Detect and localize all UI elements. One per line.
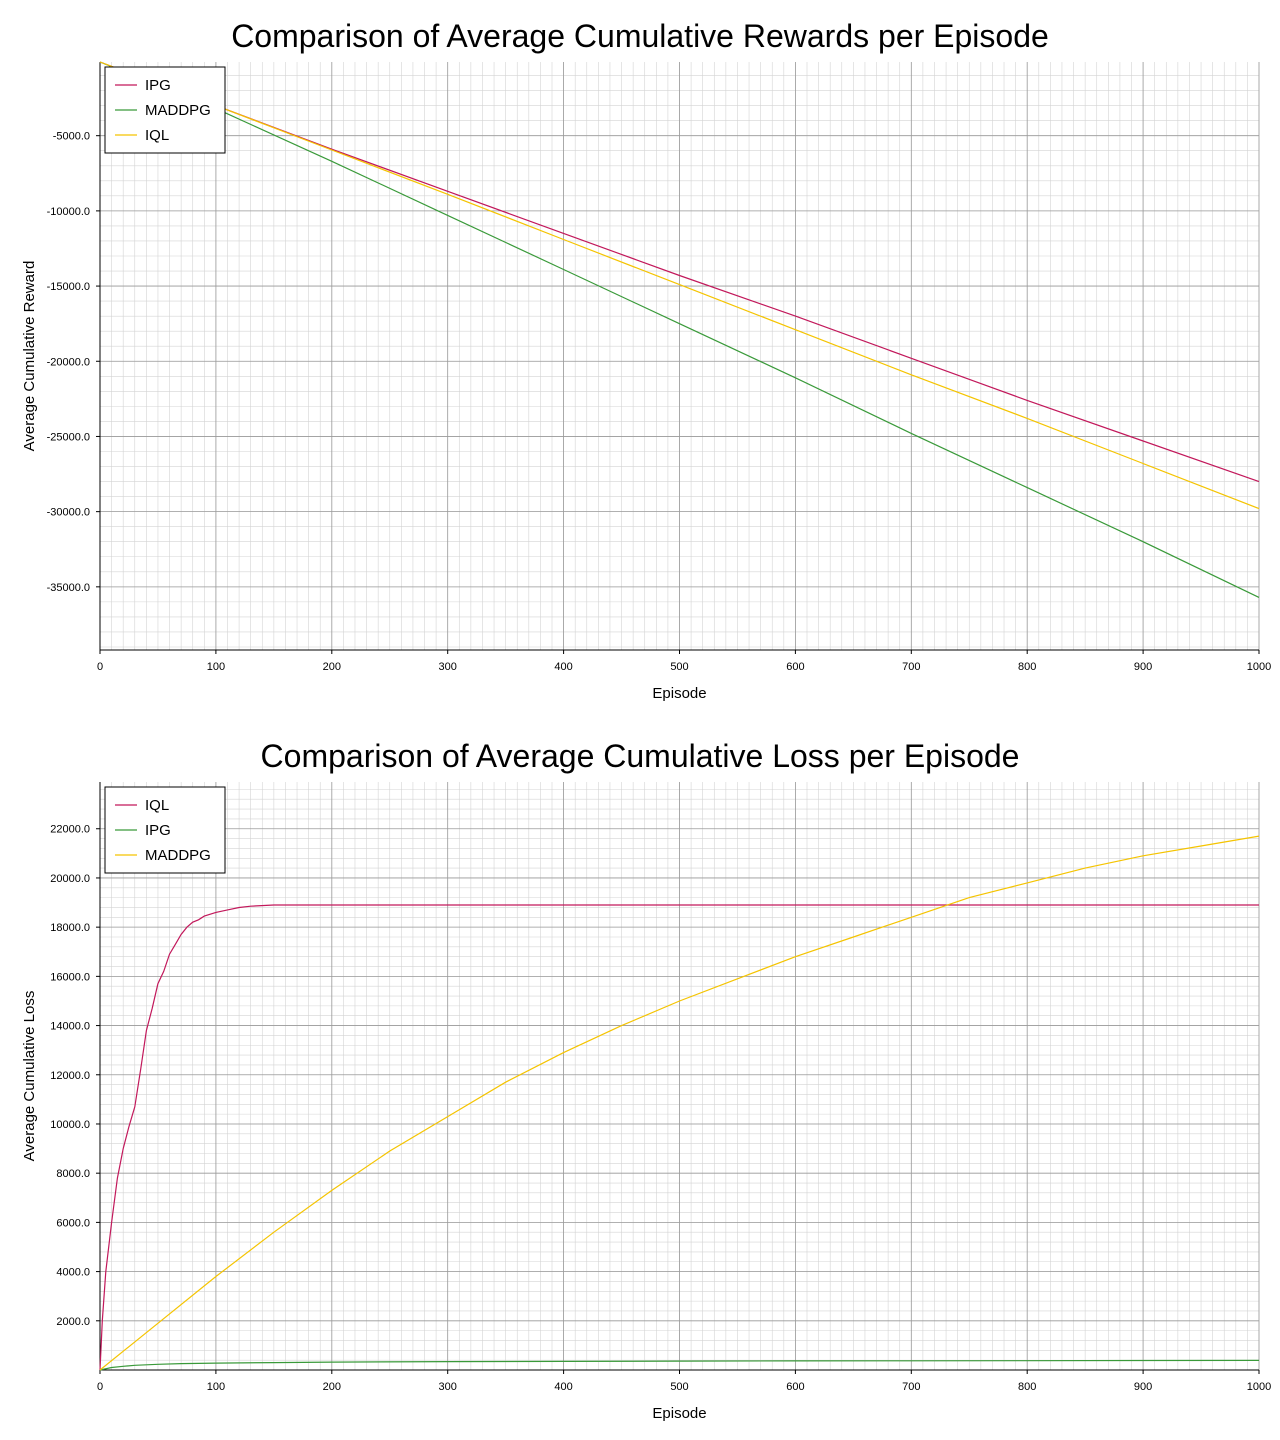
- series-line-iql: [99, 904, 1259, 1371]
- loss-legend: IQL IPG MADDPG: [104, 786, 226, 874]
- x-tick-label: 300: [439, 1381, 457, 1393]
- y-tick-label: 2000.0: [56, 1316, 90, 1328]
- rewards-chart: Comparison of Average Cumulative Rewards…: [21, 18, 1271, 702]
- y-tick-label: -30000.0: [47, 507, 90, 519]
- x-tick-label: 200: [323, 1381, 341, 1393]
- loss-y-axis-label: Average Cumulative Loss: [21, 991, 38, 1162]
- series-line-maddpg: [99, 61, 1260, 598]
- series-line-ipg: [99, 1359, 1260, 1371]
- x-tick-label: 600: [786, 661, 804, 673]
- y-tick-label: 14000.0: [50, 1021, 90, 1033]
- x-tick-label: 1000: [1247, 661, 1271, 673]
- x-tick-label: 400: [554, 1381, 572, 1393]
- y-tick-label: 6000.0: [56, 1217, 90, 1229]
- x-tick-label: 1000: [1247, 1381, 1271, 1393]
- x-tick-label: 500: [670, 661, 688, 673]
- rewards-y-axis-label: Average Cumulative Reward: [21, 261, 38, 452]
- y-tick-label: 18000.0: [50, 922, 90, 934]
- x-tick-label: 100: [207, 1381, 225, 1393]
- y-tick-label: 12000.0: [50, 1070, 90, 1082]
- loss-chart-title: Comparison of Average Cumulative Loss pe…: [260, 738, 1020, 774]
- loss-plot-svg: 0 100 200 300 400 500 600 700 800 900 1000 2000.0 40…: [21, 782, 1271, 1422]
- loss-x-axis-label: Episode: [652, 1405, 706, 1422]
- y-tick-label: -35000.0: [47, 582, 90, 594]
- legend-label-iql: IQL: [145, 797, 169, 814]
- loss-chart: Comparison of Average Cumulative Loss pe…: [0, 720, 1280, 1440]
- x-tick-label: 400: [554, 661, 572, 673]
- y-tick-label: -15000.0: [47, 281, 90, 293]
- y-tick-label: -5000.0: [53, 131, 90, 143]
- y-tick-label: 20000.0: [50, 873, 90, 885]
- x-tick-label: 200: [323, 661, 341, 673]
- loss-series: [99, 835, 1260, 1371]
- legend-label-maddpg: MADDPG: [145, 847, 211, 864]
- y-tick-label: 10000.0: [50, 1119, 90, 1131]
- x-tick-label: 700: [902, 661, 920, 673]
- x-tick-label: 900: [1134, 1381, 1152, 1393]
- legend-label-iql: IQL: [145, 127, 169, 144]
- y-tick-label: -20000.0: [47, 356, 90, 368]
- x-tick-label: 500: [670, 1381, 688, 1393]
- x-tick-label: 0: [97, 1381, 103, 1393]
- legend-label-ipg: IPG: [145, 822, 171, 839]
- x-tick-label: 300: [439, 661, 457, 673]
- rewards-legend: IPG MADDPG IQL: [104, 66, 226, 154]
- series-line-iql: [99, 61, 1260, 510]
- series-line-maddpg: [99, 835, 1260, 1371]
- y-tick-label: 22000.0: [50, 824, 90, 836]
- y-tick-label: 8000.0: [56, 1168, 90, 1180]
- rewards-chart-title: Comparison of Average Cumulative Rewards…: [231, 18, 1049, 54]
- y-tick-label: -10000.0: [47, 206, 90, 218]
- rewards-plot-svg: 0 100 200 300 400 500 600 700 800 900 1000 -35000.0…: [21, 61, 1271, 702]
- x-tick-label: 100: [207, 661, 225, 673]
- y-tick-label: -25000.0: [47, 431, 90, 443]
- legend-label-maddpg: MADDPG: [145, 102, 211, 119]
- x-tick-label: 800: [1018, 1381, 1036, 1393]
- legend-label-ipg: IPG: [145, 77, 171, 94]
- x-tick-label: 600: [786, 1381, 804, 1393]
- y-tick-label: 4000.0: [56, 1267, 90, 1279]
- x-tick-label: 900: [1134, 661, 1152, 673]
- y-tick-label: 16000.0: [50, 971, 90, 983]
- x-tick-label: 800: [1018, 661, 1036, 673]
- rewards-x-axis-label: Episode: [652, 685, 706, 702]
- x-tick-label: 0: [97, 661, 103, 673]
- x-tick-label: 700: [902, 1381, 920, 1393]
- rewards-series: [99, 61, 1260, 598]
